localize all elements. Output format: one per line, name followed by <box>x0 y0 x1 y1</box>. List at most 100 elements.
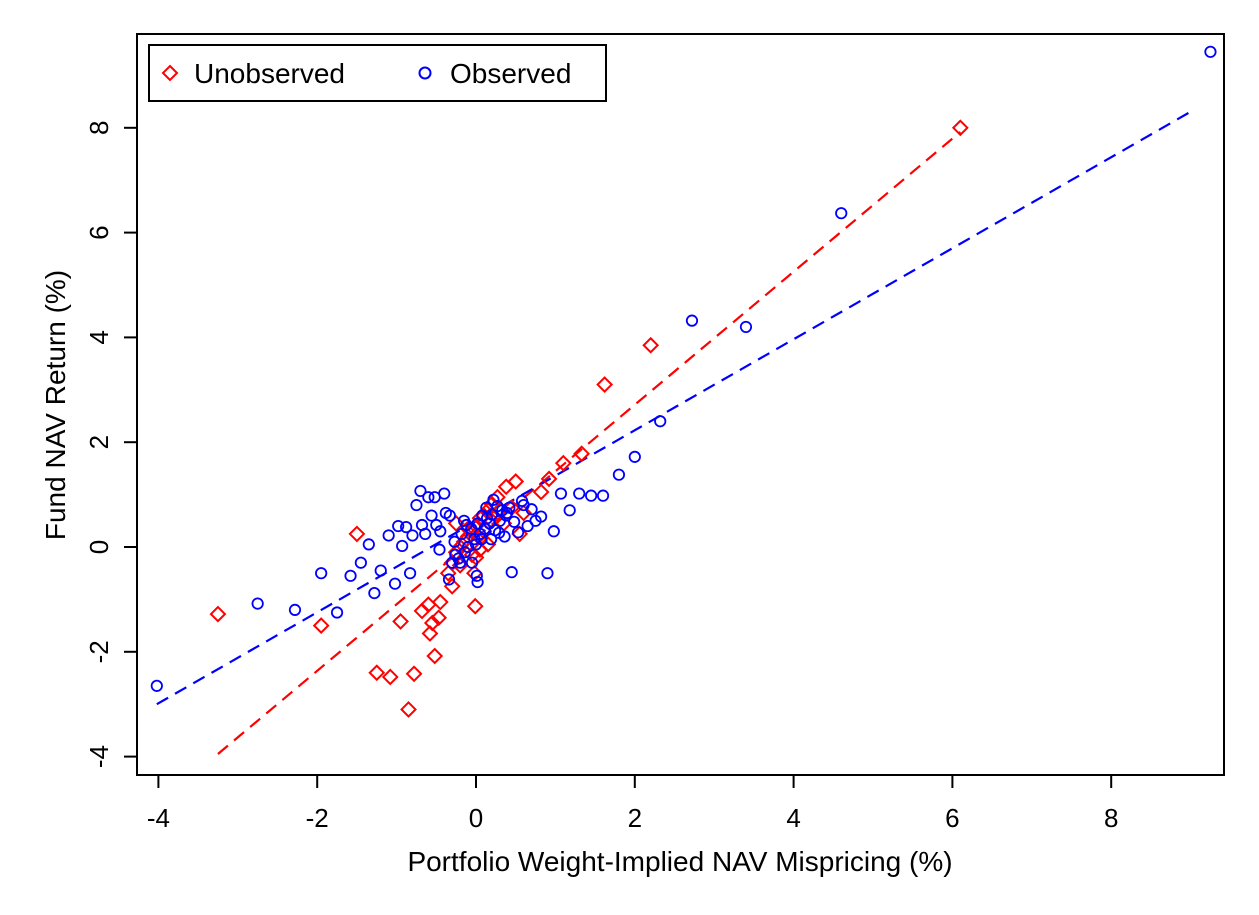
y-tick-label: 2 <box>84 435 114 449</box>
fit-line-unobserved <box>217 131 962 755</box>
point-observed <box>388 577 402 590</box>
point-observed <box>739 320 753 334</box>
legend-unobserved-marker <box>161 64 179 82</box>
point-observed <box>573 487 586 500</box>
point-unobserved <box>515 504 533 522</box>
point-observed <box>469 538 483 551</box>
legend-unobserved-label: Unobserved <box>194 58 345 89</box>
y-tick-label: 0 <box>84 540 114 554</box>
point-observed <box>392 519 405 533</box>
point-observed <box>460 518 473 532</box>
point-observed <box>487 493 500 506</box>
x-tick-label: -2 <box>306 803 329 833</box>
point-observed <box>471 576 484 589</box>
point-observed <box>428 491 441 504</box>
point-observed <box>628 450 641 463</box>
x-tick-label: -4 <box>147 803 170 833</box>
point-unobserved <box>209 605 227 623</box>
point-observed <box>685 314 699 327</box>
point-unobserved <box>400 701 417 718</box>
point-observed <box>505 566 518 579</box>
point-observed <box>448 535 461 548</box>
point-observed <box>517 498 530 512</box>
point-unobserved <box>532 483 550 501</box>
point-observed <box>442 573 456 586</box>
legend-observed-marker <box>418 66 432 80</box>
point-unobserved <box>312 617 330 635</box>
x-tick-label: 4 <box>786 803 800 833</box>
point-unobserved <box>381 668 399 686</box>
point-observed <box>480 501 493 514</box>
point-observed <box>400 520 413 534</box>
point-observed <box>422 491 435 504</box>
y-tick-label: -4 <box>84 745 114 768</box>
point-observed <box>414 484 427 498</box>
fit-lines <box>156 108 1196 755</box>
x-axis: -4 -2 0 2 4 6 8 <box>147 774 1118 833</box>
point-observed <box>492 526 506 539</box>
x-tick-label: 2 <box>628 803 642 833</box>
point-unobserved <box>405 665 423 683</box>
point-observed <box>511 526 525 539</box>
point-observed <box>362 538 375 551</box>
point-observed <box>415 518 429 532</box>
point-unobserved <box>573 445 591 463</box>
y-axis: -4 -2 0 2 4 6 8 <box>84 121 138 768</box>
point-observed <box>382 529 395 542</box>
point-observed <box>330 606 344 619</box>
point-observed <box>835 207 848 220</box>
point-unobserved <box>439 564 457 582</box>
point-unobserved <box>596 376 614 393</box>
y-tick-label: 8 <box>84 121 114 135</box>
point-unobserved <box>413 602 431 620</box>
point-observed <box>374 564 387 577</box>
point-observed <box>500 506 514 520</box>
point-observed <box>288 603 302 616</box>
y-tick-label: -2 <box>84 640 114 663</box>
point-observed <box>406 529 419 542</box>
point-observed <box>654 415 667 428</box>
legend: Unobserved Observed <box>148 44 607 102</box>
y-axis-label: Fund NAV Return (%) <box>40 270 71 540</box>
point-unobserved <box>511 525 529 543</box>
point-observed <box>541 567 554 580</box>
point-unobserved <box>540 470 558 488</box>
x-axis-label: Portfolio Weight-Implied NAV Mispricing … <box>407 846 952 877</box>
point-observed <box>484 533 498 546</box>
point-observed <box>396 539 409 553</box>
point-observed <box>547 525 560 538</box>
point-observed <box>465 556 479 569</box>
point-unobserved <box>554 454 572 472</box>
point-observed <box>344 569 357 582</box>
point-unobserved <box>497 478 515 496</box>
point-observed <box>354 556 367 569</box>
point-unobserved <box>479 535 497 553</box>
point-observed <box>368 587 381 600</box>
x-tick-label: 6 <box>945 803 959 833</box>
point-observed <box>434 525 447 538</box>
point-unobserved <box>421 625 439 642</box>
point-observed <box>315 567 328 580</box>
point-unobserved <box>642 336 660 354</box>
legend-box <box>148 44 607 102</box>
point-observed <box>612 468 626 481</box>
fit-line-observed <box>156 108 1196 706</box>
point-observed <box>410 498 423 512</box>
point-observed <box>430 518 443 532</box>
point-unobserved <box>426 647 444 665</box>
point-observed <box>443 509 456 522</box>
point-unobserved <box>466 597 484 615</box>
point-observed <box>563 504 576 517</box>
data-points <box>150 45 1217 718</box>
x-tick-label: 8 <box>1104 803 1118 833</box>
point-observed <box>491 500 504 513</box>
point-observed <box>596 489 610 502</box>
point-unobserved <box>431 593 449 611</box>
point-observed <box>446 556 459 569</box>
y-tick-label: 4 <box>84 330 114 344</box>
point-observed <box>454 556 467 569</box>
legend-observed-label: Observed <box>450 58 571 89</box>
point-unobserved <box>951 119 969 137</box>
point-observed <box>425 509 438 522</box>
